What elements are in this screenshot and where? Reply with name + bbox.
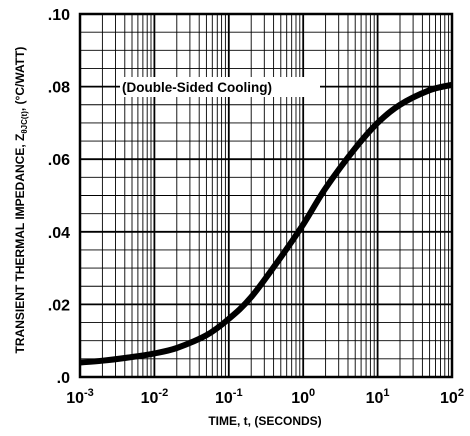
major-grid <box>80 14 452 377</box>
x-tick-label: 102 <box>440 387 464 407</box>
x-tick-labels: 10-3 10-2 10-1 100 101 102 <box>66 387 464 407</box>
y-tick-label: .08 <box>48 80 70 97</box>
y-tick-label: .04 <box>48 225 70 242</box>
x-tick-base: 10 <box>440 390 458 407</box>
plot-frame <box>78 12 454 379</box>
minor-grid <box>80 14 452 377</box>
x-tick-label: 101 <box>366 387 390 407</box>
y-axis-title-suffix: , (°C/WATT) <box>13 47 27 112</box>
x-tick-label: 100 <box>291 387 315 407</box>
x-tick-base: 10 <box>66 390 84 407</box>
x-tick-exponent: 2 <box>458 387 464 399</box>
x-tick-label: 10-2 <box>141 387 169 407</box>
x-tick-exponent: -3 <box>84 387 94 399</box>
x-tick-exponent: 1 <box>383 387 389 399</box>
y-axis-title-prefix: TRANSIENT THERMAL IMPEDANCE, Z <box>13 134 27 354</box>
annotation-layer: (Double-Sided Cooling) <box>120 77 320 97</box>
y-tick-label: .0 <box>57 370 70 387</box>
x-tick-exponent: -2 <box>158 387 168 399</box>
x-tick-base: 10 <box>291 390 309 407</box>
x-axis-title: TIME, t, (SECONDS) <box>208 414 321 428</box>
y-axis-title: TRANSIENT THERMAL IMPEDANCE, ZθJC(t), (°… <box>13 47 29 354</box>
x-tick-label: 10-3 <box>66 387 94 407</box>
x-tick-exponent: -1 <box>233 387 243 399</box>
series-layer <box>79 81 453 366</box>
impedance-curve <box>79 81 453 366</box>
y-tick-labels: .10 .08 .06 .04 .02 .0 <box>48 7 70 387</box>
annotation-background <box>120 77 320 97</box>
annotation-double-sided-cooling: (Double-Sided Cooling) <box>122 80 272 95</box>
x-tick-base: 10 <box>215 390 233 407</box>
y-axis-title-subscript: θJC(t) <box>20 111 29 134</box>
x-tick-base: 10 <box>366 390 384 407</box>
y-tick-label: .10 <box>48 7 70 24</box>
x-tick-exponent: 0 <box>309 387 315 399</box>
y-tick-label: .02 <box>48 297 70 314</box>
y-tick-label: .06 <box>48 152 70 169</box>
x-tick-base: 10 <box>141 390 159 407</box>
x-tick-label: 10-1 <box>215 387 243 407</box>
